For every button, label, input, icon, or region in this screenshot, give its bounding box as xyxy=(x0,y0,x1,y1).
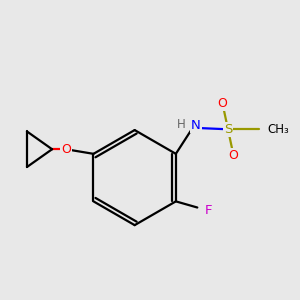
Text: O: O xyxy=(229,149,238,162)
Text: F: F xyxy=(205,204,212,217)
Text: H: H xyxy=(177,118,185,130)
Text: O: O xyxy=(61,143,71,156)
Text: CH₃: CH₃ xyxy=(268,123,289,136)
Text: N: N xyxy=(191,119,201,132)
Text: S: S xyxy=(224,123,232,136)
Text: O: O xyxy=(218,97,227,110)
